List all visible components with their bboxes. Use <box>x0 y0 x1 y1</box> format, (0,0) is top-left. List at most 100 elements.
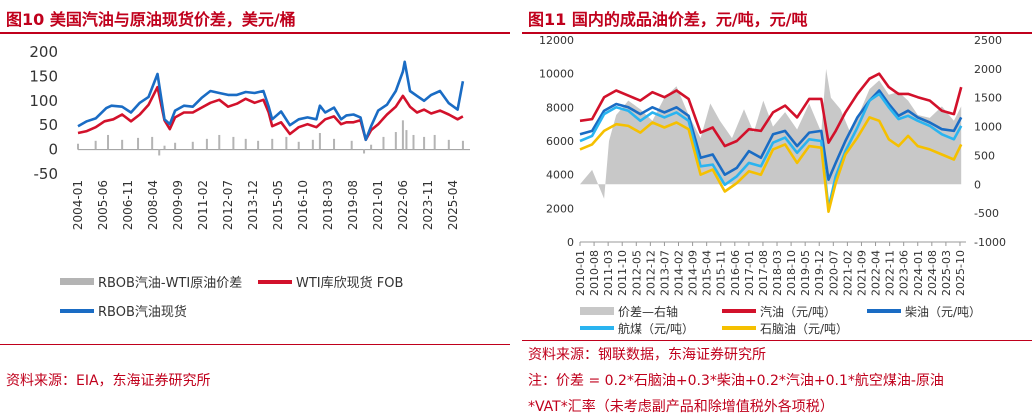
spread-bar <box>447 139 450 150</box>
y-right-tick-label: 2000 <box>974 63 1002 76</box>
x-tick-label: 2014-09 <box>687 250 700 296</box>
spread-bar <box>370 144 373 150</box>
x-tick-label: 2023-11 <box>421 180 435 230</box>
left-figure-title: 图10 美国汽油与原油现货价差，美元/桶 <box>6 10 296 29</box>
x-tick-label: 2017-08 <box>757 250 770 296</box>
legend-label: RBOB汽油-WTI原油价差 <box>98 276 242 291</box>
y-left-tick-label: 8000 <box>546 101 574 114</box>
y-right-tick-label: -1000 <box>974 236 1006 249</box>
x-tick-label: 2022-06 <box>396 180 410 230</box>
spread-bar <box>158 149 161 156</box>
spread-bar <box>394 132 397 150</box>
y-right-tick-label: 1500 <box>974 92 1002 105</box>
x-tick-label: 2019-05 <box>799 250 812 296</box>
right-figure: 图11 国内的成品油价差，元/吨，元/吨 0 2000 4000 6000 8000 10… <box>522 0 1032 420</box>
left-chart: -50 0 50 100 150 200 2004-01 2005-06 2006-11 2008… <box>29 43 470 320</box>
spread-bar <box>461 140 464 150</box>
y-left-tick-label: 2000 <box>546 202 574 215</box>
x-tick-label: 2009-09 <box>171 180 185 230</box>
spread-bar <box>318 133 321 150</box>
x-tick-label: 2011-03 <box>602 250 615 296</box>
spread-bar <box>412 134 415 150</box>
spread-bar <box>405 130 408 150</box>
series-line <box>579 116 963 213</box>
legend-label: 柴油（元/吨） <box>905 305 981 319</box>
x-tick-label: 2023-06 <box>898 250 911 296</box>
right-formula-note: 注：价差 = 0.2*石脑油+0.3*柴油+0.2*汽油+0.1*航空煤油-原油 <box>528 373 944 389</box>
y-left-tick-label: 10000 <box>539 68 574 81</box>
spread-bar <box>107 134 110 150</box>
x-tick-label: 2024-01 <box>912 250 925 296</box>
x-tick-label: 2018-10 <box>785 250 798 296</box>
legend-label: RBOB汽油现货 <box>98 304 187 320</box>
x-tick-label: 2014-02 <box>673 250 686 296</box>
spread-bar <box>350 140 353 150</box>
x-tick-label: 2013-07 <box>658 250 671 296</box>
x-tick-label: 2020-07 <box>827 250 840 296</box>
x-tick-label: 2019-08 <box>346 180 360 230</box>
y-right-tick-label: 2500 <box>974 34 1002 47</box>
x-tick-label: 2016-10 <box>296 180 310 230</box>
legend-label: 石脑油（元/吨） <box>760 322 848 336</box>
x-tick-label: 2025-04 <box>446 180 460 230</box>
x-tick-label: 2021-01 <box>371 180 385 230</box>
legend-label: WTI库欣现货 FOB <box>296 275 403 291</box>
x-tick-label: 2025-03 <box>940 250 953 296</box>
x-tick-label: 2012-05 <box>630 250 643 296</box>
y-left-tick-label: 4000 <box>546 169 574 182</box>
spread-bar <box>382 136 385 150</box>
spread-bar <box>401 120 404 150</box>
x-tick-label: 2012-12 <box>644 250 657 296</box>
y-right-tick-label: -500 <box>974 207 999 220</box>
x-tick-label: 2021-09 <box>855 250 868 296</box>
spread-bar <box>257 140 260 150</box>
x-tick-label: 2015-05 <box>271 180 285 230</box>
spread-bar <box>94 140 97 150</box>
left-bottom-rule <box>0 344 510 345</box>
spread-bar <box>218 134 221 150</box>
y-left-tick-label: 12000 <box>539 34 574 47</box>
spread-bar <box>137 137 140 150</box>
x-tick-label: 2015-11 <box>715 250 728 296</box>
left-figure: 图10 美国汽油与原油现货价差，美元/桶 -50 0 50 100 150 200 2004… <box>0 0 510 420</box>
legend-swatch <box>60 278 94 285</box>
spread-bar <box>232 136 235 150</box>
spread-bar <box>333 138 336 150</box>
x-tick-label: 2025-10 <box>954 250 967 296</box>
spread-bar <box>244 138 247 150</box>
x-tick-label: 2010-01 <box>574 250 587 296</box>
right-bottom-rule <box>522 340 1032 341</box>
x-tick-label: 2024-08 <box>926 250 939 296</box>
x-tick-label: 2008-04 <box>146 180 160 230</box>
x-tick-label: 2011-10 <box>616 250 629 296</box>
x-tick-label: 2004-01 <box>71 180 85 230</box>
spread-bar <box>191 141 194 150</box>
series-line <box>77 85 464 142</box>
x-tick-label: 2022-04 <box>870 250 883 296</box>
spread-bar <box>205 138 208 150</box>
x-tick-label: 2015-04 <box>701 250 714 296</box>
spread-bar <box>174 142 177 150</box>
y-right-tick-label: 1000 <box>974 121 1002 134</box>
x-tick-label: 2005-06 <box>96 180 110 230</box>
legend-label: 价差—右轴 <box>618 304 678 319</box>
legend-label: 汽油（元/吨） <box>760 304 836 319</box>
legend-label: 航煤（元/吨） <box>618 321 694 336</box>
spread-bar <box>163 145 166 150</box>
y-tick-label: 150 <box>29 67 58 85</box>
spread-bar <box>311 139 314 150</box>
spread-bar <box>297 141 300 150</box>
spread-bar <box>363 149 366 154</box>
right-figure-title: 图11 国内的成品油价差，元/吨，元/吨 <box>528 10 808 29</box>
x-tick-label: 2011-02 <box>196 180 210 230</box>
series-line <box>579 89 963 181</box>
x-tick-label: 2019-12 <box>813 250 826 296</box>
x-tick-label: 2018-03 <box>771 250 784 296</box>
right-title-rule <box>522 32 1032 34</box>
left-source-note: 资料来源：EIA，东海证券研究所 <box>6 373 211 389</box>
x-tick-label: 2006-11 <box>121 180 135 230</box>
right-source-note: 资料来源：钢联数据，东海证券研究所 <box>528 347 766 363</box>
y-tick-label: 100 <box>29 92 58 110</box>
spread-area <box>580 68 962 199</box>
x-tick-label: 2017-01 <box>743 250 756 296</box>
